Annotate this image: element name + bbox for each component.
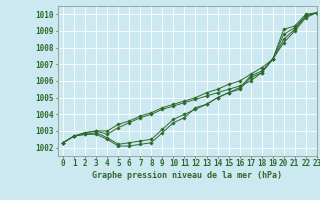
X-axis label: Graphe pression niveau de la mer (hPa): Graphe pression niveau de la mer (hPa) — [92, 171, 282, 180]
